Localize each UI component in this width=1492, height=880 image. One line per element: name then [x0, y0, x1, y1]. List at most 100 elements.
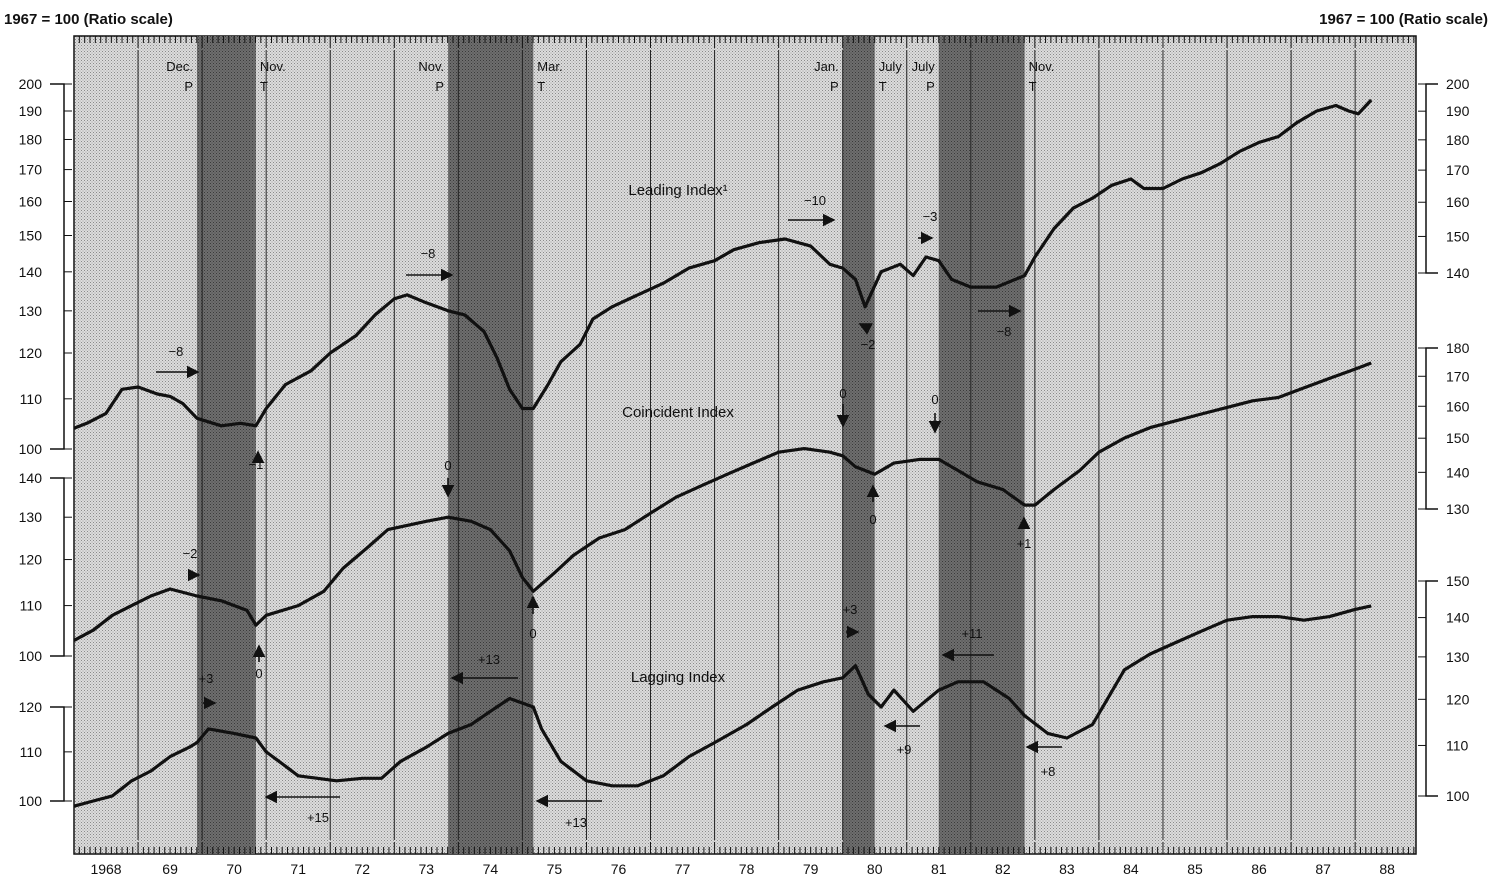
year-label: 1968	[90, 861, 121, 877]
turning-point-type: P	[926, 79, 935, 94]
scale-note-left: 1967 = 100 (Ratio scale)	[4, 11, 173, 28]
month-ticks	[73, 36, 1415, 854]
year-label: 88	[1379, 861, 1395, 877]
turning-point-month: Nov.	[260, 59, 286, 74]
left-axis-tick-label: 110	[20, 744, 43, 760]
year-label: 85	[1187, 861, 1203, 877]
lead-lag-label: +13	[478, 652, 500, 667]
turning-point-type: P	[435, 79, 444, 94]
right-axis-tick-label: 150	[1446, 228, 1470, 244]
right-axis-tick-label: 140	[1446, 610, 1470, 626]
year-label: 87	[1315, 861, 1331, 877]
lead-lag-label: +9	[897, 742, 912, 757]
left-axis-tick-label: 150	[19, 227, 43, 243]
right-axis-tick-label: 170	[1446, 162, 1470, 178]
year-label: 79	[803, 861, 819, 877]
left-axis-bracket	[50, 706, 65, 802]
axes-layer: 100 110 120 130 140 150 160 170 180 190 200 140 150 1…	[19, 76, 1470, 809]
left-axis-tick-label: 100	[19, 648, 43, 664]
right-axis-tick-label: 180	[1446, 340, 1470, 356]
lead-lag-label: +11	[961, 626, 982, 641]
turning-point-month: Nov.	[418, 59, 444, 74]
year-label: 81	[931, 861, 947, 877]
left-axis-tick-label: 190	[19, 103, 43, 119]
lead-lag-label: 0	[444, 458, 451, 473]
year-label: 86	[1251, 861, 1267, 877]
turning-point-type: T	[537, 79, 545, 94]
lead-lag-annotations-layer: −8 −1 −8 −10 −2 −3 −8 −2 0 0 0 0 0 0 +1 +3 +15 +13 +13 +3 +9…	[156, 193, 1062, 830]
right-axis-tick-label: 150	[1446, 430, 1470, 446]
recession-shading-layer	[196, 36, 1025, 854]
lead-lag-label: +1	[1017, 536, 1032, 551]
left-axis-tick-label: 100	[19, 441, 43, 457]
year-label: 82	[995, 861, 1011, 877]
lagging-index-line	[73, 604, 1372, 808]
lead-lag-label: −8	[997, 324, 1012, 339]
left-axis-tick-label: 110	[20, 598, 43, 614]
year-label: 75	[547, 861, 563, 877]
right-axis-tick-label: 180	[1446, 132, 1470, 148]
recession-band	[938, 36, 1025, 854]
series-layer	[73, 98, 1373, 808]
right-axis-tick-label: 130	[1446, 649, 1470, 665]
left-axis-tick-label: 140	[19, 470, 43, 486]
turning-points-layer: Dec. P Nov. T Nov. P Mar. T Jan. P July T July P Nov. T	[166, 59, 1054, 94]
scale-note-right: 1967 = 100 (Ratio scale)	[1319, 11, 1488, 28]
left-axis-tick-label: 130	[19, 509, 43, 525]
year-label: 70	[226, 861, 242, 877]
year-label: 73	[419, 861, 435, 877]
lead-lag-label: −8	[421, 246, 436, 261]
left-axis-bracket	[50, 83, 65, 450]
right-axis-tick-label: 140	[1446, 265, 1470, 281]
lead-lag-label: −2	[861, 337, 876, 352]
year-label: 84	[1123, 861, 1139, 877]
year-gridlines: 1968 69 70 71 72 73 74 75 76 77 78 79 80 81 82 83 84 85 86…	[90, 50, 1395, 877]
turning-point-month: Jan.	[814, 59, 839, 74]
lead-lag-label: +8	[1041, 764, 1056, 779]
left-axis-tick-label: 170	[19, 162, 43, 178]
left-axis-tick-label: 120	[19, 552, 43, 568]
left-axis-bracket	[50, 477, 65, 657]
left-axis-tick-label: 140	[19, 264, 43, 280]
right-axis-tick-label: 190	[1446, 103, 1470, 119]
series-label-leading: Leading Index¹	[628, 182, 727, 199]
left-axis-tick-label: 160	[19, 194, 43, 210]
plot-background	[73, 35, 1417, 855]
right-axis-tick-label: 130	[1446, 501, 1470, 517]
right-axis-tick-label: 160	[1446, 194, 1470, 210]
turning-point-type: P	[830, 79, 839, 94]
turning-point-month: July	[879, 59, 903, 74]
right-axis-bracket	[1425, 347, 1438, 510]
lead-lag-label: +3	[843, 602, 858, 617]
lead-lag-label: −3	[923, 209, 938, 224]
turning-point-month: Nov.	[1029, 59, 1055, 74]
recession-band	[196, 36, 256, 854]
left-axis-tick-label: 120	[19, 699, 43, 715]
turning-point-month: Mar.	[537, 59, 562, 74]
year-label: 78	[739, 861, 755, 877]
lead-lag-label: −10	[804, 193, 826, 208]
lead-lag-label: 0	[255, 666, 262, 681]
year-label: 77	[675, 861, 691, 877]
right-axis-tick-label: 200	[1446, 76, 1470, 92]
left-axis-tick-label: 110	[20, 391, 43, 407]
year-label: 69	[162, 861, 178, 877]
right-axis-tick-label: 150	[1446, 573, 1470, 589]
recession-band	[842, 36, 875, 854]
turning-point-month: July	[912, 59, 936, 74]
turning-point-type: P	[184, 79, 193, 94]
right-axis-tick-label: 140	[1446, 464, 1470, 480]
lead-lag-label: −2	[183, 546, 198, 561]
right-axis-tick-label: 100	[1446, 788, 1470, 804]
turning-point-type: T	[260, 79, 268, 94]
lead-lag-label: −8	[169, 344, 184, 359]
right-axis-tick-label: 170	[1446, 368, 1470, 384]
right-axis-tick-label: 110	[1446, 737, 1469, 753]
series-label-lagging: Lagging Index	[631, 669, 726, 686]
left-axis-tick-label: 130	[19, 303, 43, 319]
year-label: 83	[1059, 861, 1075, 877]
recession-band	[448, 36, 534, 854]
lead-lag-label: 0	[931, 392, 938, 407]
right-axis-bracket	[1425, 83, 1438, 274]
left-axis-tick-label: 200	[19, 76, 43, 92]
